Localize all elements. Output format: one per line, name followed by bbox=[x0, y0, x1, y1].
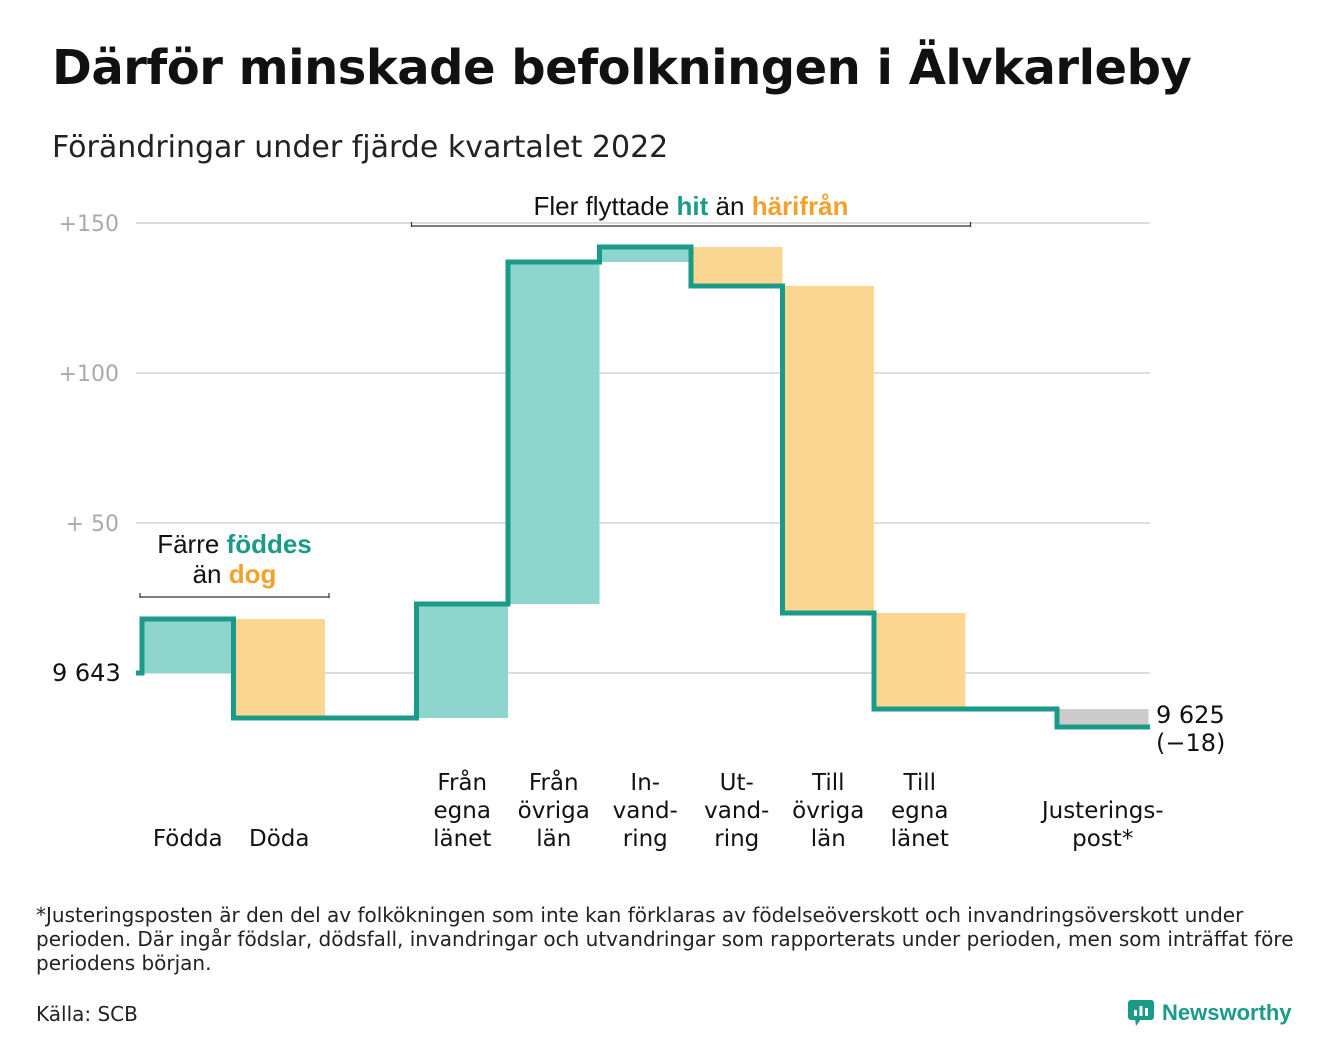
category-label: länet bbox=[891, 826, 949, 852]
annotation-births-deaths: än dog bbox=[193, 559, 277, 589]
chart-subtitle: Förändringar under fjärde kvartalet 2022 bbox=[52, 130, 669, 165]
annotation-fragment: hit bbox=[677, 191, 709, 221]
category-label: egna bbox=[891, 798, 948, 824]
footnote: *Justeringsposten är den del av folkökni… bbox=[36, 903, 1294, 975]
bar-7 bbox=[782, 286, 874, 613]
category-label: Till bbox=[811, 770, 845, 796]
annotation-fragment: än bbox=[193, 559, 229, 589]
end-change-label: (−18) bbox=[1156, 729, 1225, 757]
category-label: egna bbox=[434, 798, 491, 824]
bar-4 bbox=[508, 262, 600, 604]
bar-8 bbox=[874, 613, 966, 709]
annotation-fragment: Färre bbox=[157, 529, 226, 559]
category-label: Döda bbox=[249, 826, 309, 852]
chart-logo-icon bbox=[1128, 1000, 1154, 1026]
category-label: län bbox=[811, 826, 846, 852]
bar-6 bbox=[691, 247, 783, 286]
category-label: övriga bbox=[518, 798, 590, 824]
category-label: övriga bbox=[792, 798, 864, 824]
annotation-fragment: härifrån bbox=[752, 191, 849, 221]
brand-name: Newsworthy bbox=[1162, 1000, 1292, 1025]
source-note: Källa: SCB bbox=[36, 1002, 138, 1026]
bar-3 bbox=[416, 604, 508, 718]
category-label: Ut- bbox=[720, 770, 754, 796]
category-label: vand- bbox=[613, 798, 678, 824]
annotation-fragment: än bbox=[708, 191, 751, 221]
category-label: Från bbox=[529, 768, 579, 796]
annotation-fragment: dog bbox=[229, 559, 277, 589]
bar-10 bbox=[1057, 709, 1149, 727]
cumulative-step-line bbox=[136, 244, 1150, 730]
bar-5 bbox=[599, 247, 691, 262]
category-label: In- bbox=[630, 770, 660, 796]
chart-title: Därför minskade befolkningen i Älvkarleb… bbox=[52, 40, 1192, 96]
start-value-label: 9 643 bbox=[52, 659, 121, 687]
category-label: vand- bbox=[704, 798, 769, 824]
y-tick-label: +150 bbox=[59, 212, 119, 237]
category-label: ring bbox=[714, 826, 759, 852]
category-label: Födda bbox=[153, 826, 223, 852]
category-label: ring bbox=[623, 826, 668, 852]
category-label: Från bbox=[437, 768, 487, 796]
newsworthy-logo: Newsworthy bbox=[1128, 998, 1292, 1028]
category-label: länet bbox=[433, 826, 491, 852]
bar-1 bbox=[233, 619, 325, 718]
end-value-label: 9 625 bbox=[1156, 701, 1225, 729]
y-tick-label: +100 bbox=[59, 362, 119, 387]
category-label: post* bbox=[1072, 826, 1133, 852]
category-label: län bbox=[536, 826, 571, 852]
category-label: Justerings- bbox=[1040, 798, 1164, 824]
annotation-migration: Fler flyttade hit än härifrån bbox=[533, 191, 848, 221]
annotation-births-deaths: Färre föddes bbox=[157, 529, 312, 559]
waterfall-chart: +150 +100 + 50 9 643 9 625(−18) Födda Döda Från… bbox=[52, 191, 1225, 852]
bar-0 bbox=[142, 619, 234, 673]
y-tick-label: + 50 bbox=[66, 512, 119, 537]
annotation-fragment: föddes bbox=[227, 529, 312, 559]
annotation-fragment: Fler flyttade bbox=[533, 191, 676, 221]
category-label: Till bbox=[902, 770, 936, 796]
